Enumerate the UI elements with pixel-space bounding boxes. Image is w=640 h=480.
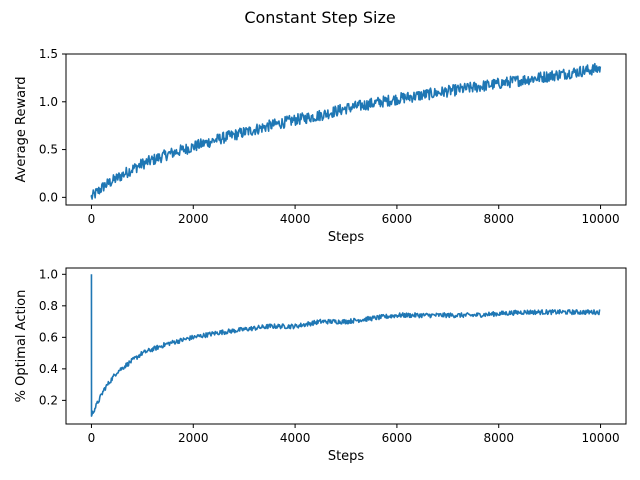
y-axis-label: Average Reward [14, 77, 29, 183]
y-tick-label: 1.0 [39, 267, 58, 281]
axes-frame [65, 267, 627, 425]
data-line [90, 274, 601, 417]
y-tick-label: 1.5 [39, 47, 58, 61]
x-tick-label: 10000 [581, 212, 619, 226]
x-tick-label: 6000 [382, 212, 413, 226]
figure-title: Constant Step Size [244, 8, 395, 27]
x-tick-label: 6000 [382, 431, 413, 445]
x-tick-label: 2000 [178, 212, 209, 226]
y-tick-label: 0.2 [39, 393, 58, 407]
x-tick-label: 0 [88, 212, 96, 226]
x-tick-label: 8000 [483, 431, 514, 445]
average-reward-subplot: 0 2000 4000 6000 8000 10000 0.0 0.5 1.0 1.5 Steps A… [14, 47, 627, 245]
y-tick-label: 0.6 [39, 330, 58, 344]
x-axis-label: Steps [328, 230, 365, 245]
x-tick-label: 4000 [280, 212, 311, 226]
data-line [90, 62, 602, 200]
y-axis-label: % Optimal Action [14, 290, 29, 403]
x-tick-label: 0 [88, 431, 96, 445]
axes-frame [65, 53, 627, 206]
x-tick-label: 10000 [581, 431, 619, 445]
y-tick-label: 0.8 [39, 299, 58, 313]
x-tick-label: 2000 [178, 431, 209, 445]
x-axis-label: Steps [328, 449, 365, 464]
x-tick-label: 8000 [483, 212, 514, 226]
x-tick-label: 4000 [280, 431, 311, 445]
y-tick-label: 0.4 [39, 362, 58, 376]
y-tick-label: 1.0 [39, 95, 58, 109]
y-tick-label: 0.0 [39, 190, 58, 204]
y-tick-label: 0.5 [39, 143, 58, 157]
optimal-action-subplot: 0 2000 4000 6000 8000 10000 0.2 0.4 0.6 0.8 1.0 Ste… [14, 267, 627, 464]
